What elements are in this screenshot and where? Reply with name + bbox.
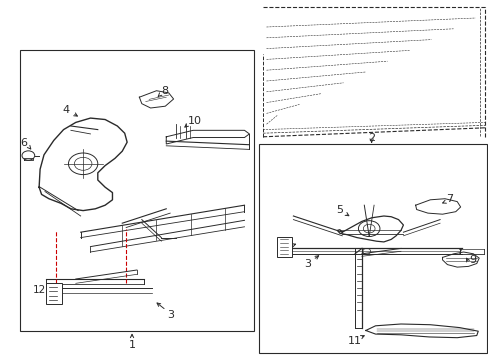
Bar [46, 283, 62, 304]
Bar [259, 144, 486, 353]
Text: 1: 1 [128, 340, 135, 350]
Text: 8: 8 [162, 86, 168, 96]
Text: 6: 6 [20, 138, 27, 148]
Text: 3: 3 [304, 258, 311, 269]
Text: 2: 2 [367, 132, 374, 143]
Text: 7: 7 [446, 194, 452, 204]
Text: 9: 9 [468, 255, 475, 265]
Bar [20, 50, 254, 331]
Text: 3: 3 [167, 310, 174, 320]
Bar [277, 237, 291, 257]
Text: 5: 5 [336, 204, 343, 215]
Text: 12: 12 [277, 243, 291, 253]
Text: 12: 12 [32, 285, 46, 295]
Text: 11: 11 [347, 336, 361, 346]
Text: 10: 10 [187, 116, 201, 126]
Text: 4: 4 [62, 105, 69, 115]
